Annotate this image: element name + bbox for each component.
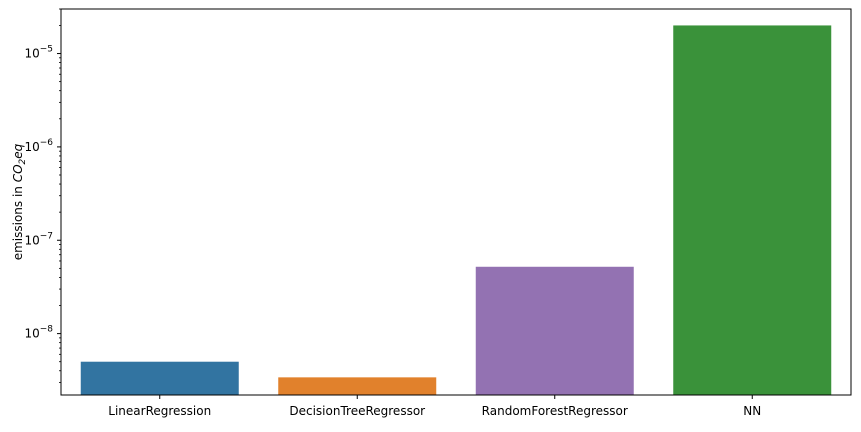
y-axis-label-sub: 2	[18, 158, 28, 164]
bar-linearregression	[80, 361, 239, 395]
x-tick-label: LinearRegression	[108, 404, 211, 418]
bar-randomforestregressor	[475, 266, 634, 395]
y-tick-label: 10−5	[24, 45, 53, 61]
y-tick-label: 10−7	[24, 231, 53, 247]
y-tick-label: 10−8	[24, 325, 53, 341]
bar-nn	[673, 25, 832, 396]
y-axis-label: emissions in CO2eq	[11, 143, 28, 260]
x-ticks: LinearRegression DecisionTreeRegressor Ran…	[108, 395, 761, 418]
x-tick-label: DecisionTreeRegressor	[289, 404, 425, 418]
y-major-ticks: 10−8 10−7 10−6 10−5	[24, 45, 61, 341]
y-tick-label: 10−6	[24, 138, 53, 154]
y-axis-label-text: emissions in	[11, 182, 25, 260]
y-axis-label-co: CO	[11, 164, 25, 182]
x-tick-label: RandomForestRegressor	[482, 404, 628, 418]
x-tick-label: NN	[743, 404, 761, 418]
y-axis-label-eq: eq	[11, 143, 25, 158]
bars-group	[80, 25, 832, 396]
plot-frame	[60, 8, 852, 396]
bar-decisiontreeregressor	[278, 377, 437, 395]
